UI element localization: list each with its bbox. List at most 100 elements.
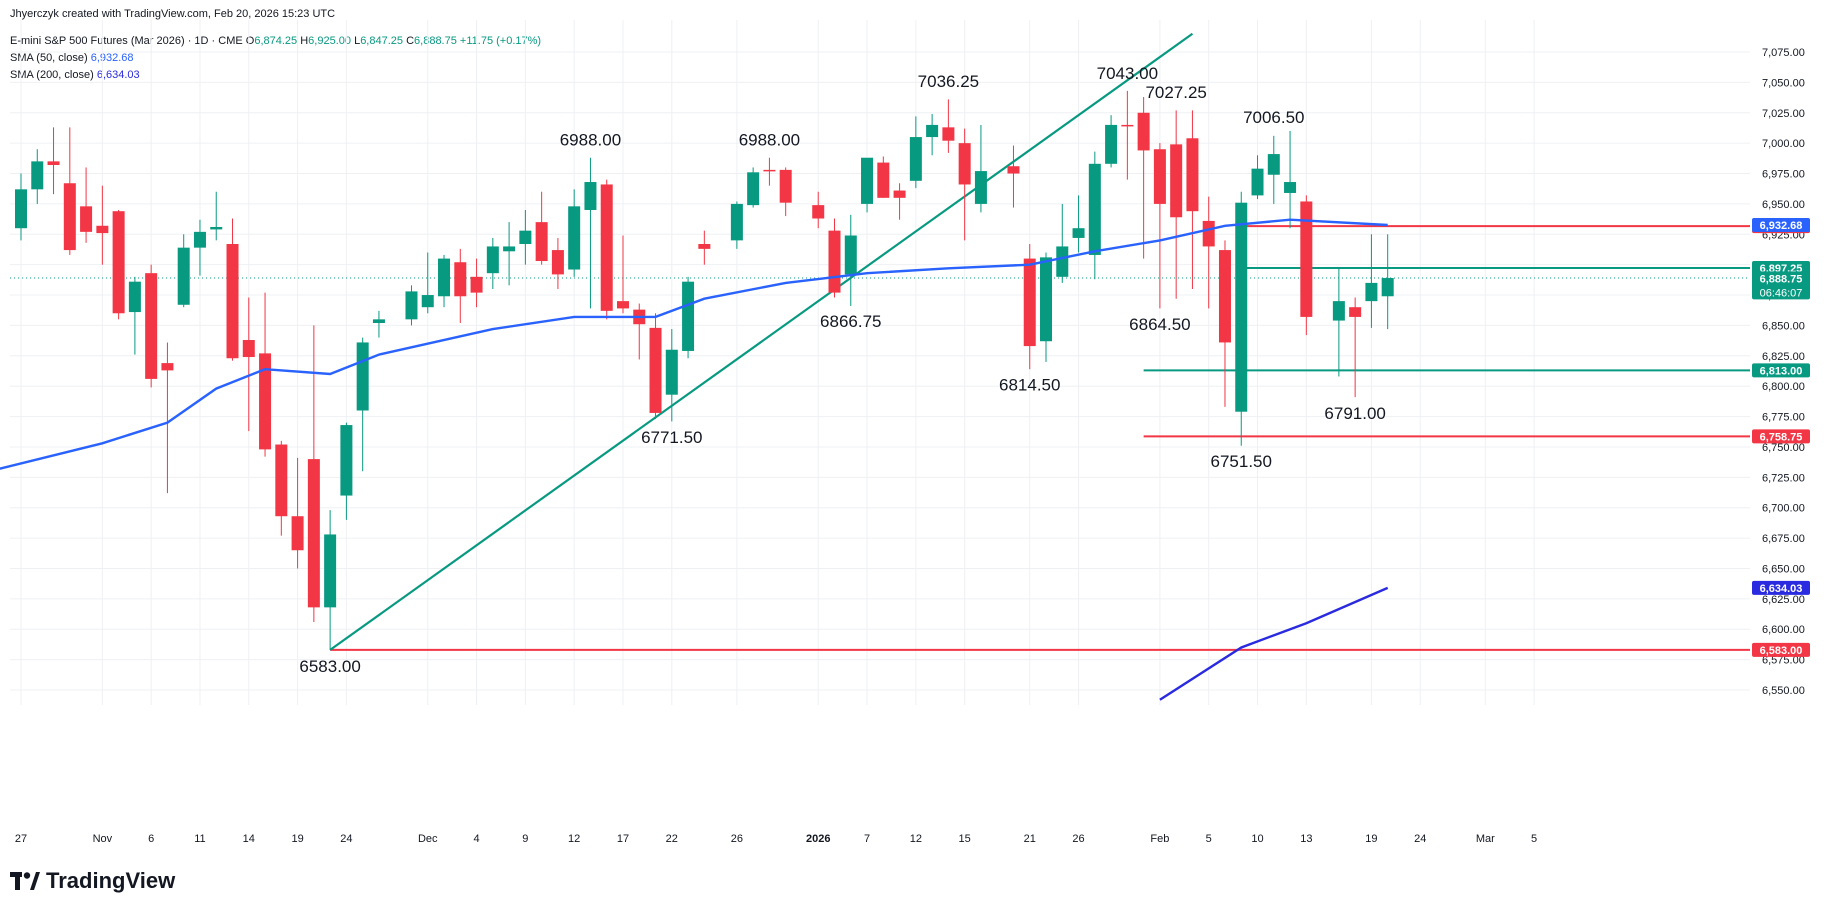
ohlc-open-label: O — [245, 35, 255, 47]
candle-body — [421, 295, 434, 308]
candle-body — [877, 162, 890, 198]
candle-body — [1202, 220, 1215, 247]
x-tick-label: 22 — [666, 833, 678, 845]
candle-body — [405, 291, 418, 320]
ohlc-high: 6,925.00 — [308, 35, 351, 47]
ohlc-close-label: C — [406, 35, 415, 47]
x-tick-label: 6 — [148, 833, 154, 845]
candle-body — [1040, 257, 1053, 342]
candle-body — [1007, 166, 1020, 174]
candle-body — [519, 230, 532, 245]
y-tick-label: 6,850.00 — [1762, 320, 1805, 332]
candle-body — [1349, 307, 1362, 317]
y-tick-label: 7,075.00 — [1762, 47, 1805, 59]
price-annotation: 6988.00 — [560, 131, 621, 150]
ohlc-low-label: L — [354, 35, 361, 47]
x-tick-label: 19 — [291, 833, 303, 845]
candle-body — [1332, 301, 1345, 321]
price-annotation: 6866.75 — [820, 312, 881, 331]
level-price-tag: 6,583.00 — [1760, 645, 1803, 657]
y-tick-label: 6,600.00 — [1762, 624, 1805, 636]
y-tick-label: 7,000.00 — [1762, 138, 1805, 150]
candle-body — [1170, 144, 1183, 218]
y-tick-label: 7,050.00 — [1762, 77, 1805, 89]
level-price-tag-bg — [1752, 642, 1810, 657]
x-tick-label: Mar — [1476, 833, 1495, 845]
price-annotation: 7036.25 — [918, 72, 979, 91]
price-annotation: 6814.50 — [999, 376, 1060, 395]
x-tick-label: Feb — [1150, 833, 1169, 845]
candle-body — [812, 205, 825, 219]
candle-body — [1088, 163, 1101, 255]
y-tick-label: 6,650.00 — [1762, 563, 1805, 575]
candle-body — [259, 353, 272, 450]
candle-body — [958, 143, 971, 185]
candle-body — [649, 327, 662, 413]
candle-body — [861, 157, 874, 204]
instrument-legend[interactable]: E-mini S&P 500 Futures (Mar 2026) · 1D ·… — [10, 35, 541, 47]
candle-body — [568, 206, 581, 270]
attribution-text: Jhyerczyk created with TradingView.com, … — [10, 8, 336, 20]
candle-body — [942, 127, 955, 141]
candle-body — [454, 262, 467, 297]
level-price-tag: 6,813.00 — [1760, 365, 1803, 377]
candle-body — [15, 189, 27, 229]
candle-body — [210, 226, 223, 230]
x-tick-label: 26 — [1072, 833, 1084, 845]
candle-body — [1267, 154, 1280, 175]
price-annotation: 6751.50 — [1211, 452, 1272, 471]
candle-body — [307, 459, 320, 608]
candle-body — [226, 244, 239, 359]
candle-body — [1105, 124, 1118, 164]
price-tag-countdown: 06:46:07 — [1760, 287, 1803, 299]
candle-body — [1072, 228, 1085, 238]
price-annotation: 7006.50 — [1243, 108, 1304, 127]
candle-body — [47, 161, 60, 166]
x-tick-label: 13 — [1300, 833, 1312, 845]
candle-body — [177, 247, 190, 305]
ohlc-low: 6,847.25 — [360, 35, 404, 47]
ohlc-high-label: H — [300, 35, 309, 47]
x-tick-label: 19 — [1365, 833, 1377, 845]
candle-body — [893, 190, 906, 198]
trendline — [329, 32, 1194, 651]
candle-body — [1218, 250, 1231, 343]
candle-body — [1365, 282, 1378, 302]
y-tick-label: 6,625.00 — [1762, 594, 1805, 606]
sma200-label: SMA (200, close) — [10, 69, 94, 81]
x-tick-label: 2026 — [806, 833, 830, 845]
candle-body — [1056, 246, 1069, 277]
instrument-title: E-mini S&P 500 Futures (Mar 2026) · 1D ·… — [10, 35, 243, 47]
y-tick-label: 6,950.00 — [1762, 199, 1805, 211]
candle-body — [828, 230, 841, 293]
price-tag-bg — [1752, 580, 1810, 595]
candle-body — [747, 172, 760, 206]
x-tick-label: 5 — [1206, 833, 1212, 845]
candle-body — [584, 182, 597, 210]
y-tick-label: 6,700.00 — [1762, 503, 1805, 515]
price-tag: 6,888.75 — [1760, 273, 1803, 285]
candle-body — [503, 246, 516, 252]
x-tick-label: 14 — [243, 833, 255, 845]
y-tick-label: 6,800.00 — [1762, 381, 1805, 393]
y-tick-label: 7,025.00 — [1762, 108, 1805, 120]
y-tick-label: 6,550.00 — [1762, 685, 1805, 697]
candle-body — [535, 222, 548, 262]
x-tick-label: 24 — [340, 833, 352, 845]
x-tick-label: 10 — [1251, 833, 1263, 845]
candle-body — [242, 340, 255, 358]
candle-body — [275, 444, 288, 517]
y-tick-label: 6,725.00 — [1762, 472, 1805, 484]
x-tick-label: 9 — [522, 833, 528, 845]
price-tag-bg — [1752, 271, 1810, 300]
price-annotation: 7043.00 — [1097, 64, 1158, 83]
sma50-legend[interactable]: SMA (50, close) 6,932.68 — [10, 52, 134, 64]
x-tick-label: 4 — [473, 833, 479, 845]
candle-body — [1284, 182, 1297, 193]
sma200-legend[interactable]: SMA (200, close) 6,634.03 — [10, 69, 140, 81]
tradingview-logo[interactable]: TradingView — [10, 868, 175, 894]
sma200-line — [1159, 586, 1389, 701]
candle-body — [63, 183, 76, 251]
candle-body — [1121, 124, 1134, 127]
